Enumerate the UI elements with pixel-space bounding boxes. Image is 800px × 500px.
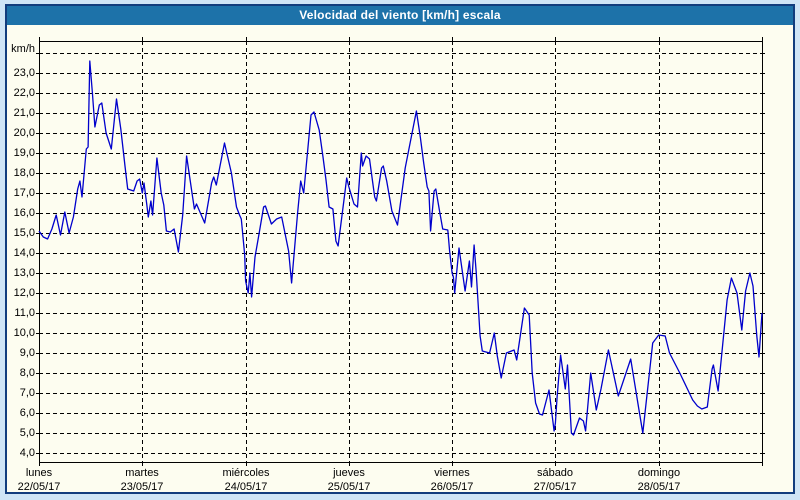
day-name: jueves — [333, 467, 365, 479]
y-axis-unit-label: km/h — [11, 43, 35, 55]
y-tick-label: 7,0 — [19, 387, 35, 399]
x-day-label: viernes 26/05/17 — [404, 466, 500, 494]
x-day-label: martes 23/05/17 — [94, 466, 190, 494]
chart-title: Velocidad del viento [km/h] escala — [299, 8, 501, 22]
day-date: 22/05/17 — [17, 481, 61, 493]
y-tick-label: 12,0 — [13, 287, 35, 299]
x-day-label: lunes 22/05/17 — [0, 466, 87, 494]
y-tick-label: 15,0 — [13, 227, 35, 239]
day-date: 26/05/17 — [430, 481, 474, 493]
y-tick-label: 11,0 — [14, 307, 35, 319]
x-day-label: domingo 28/05/17 — [611, 466, 707, 494]
day-name: lunes — [25, 467, 53, 479]
y-tick-label: 20,0 — [13, 127, 35, 139]
y-tick-label: 5,0 — [19, 427, 35, 439]
x-day-label: miércoles 24/05/17 — [198, 466, 294, 494]
y-tick-label: 19,0 — [13, 147, 35, 159]
day-name: sábado — [536, 467, 574, 479]
y-tick-label: 14,0 — [13, 247, 35, 259]
day-name: martes — [125, 467, 159, 479]
day-date: 23/05/17 — [120, 481, 164, 493]
y-tick-label: 4,0 — [19, 447, 35, 459]
y-tick-label: 6,0 — [19, 407, 35, 419]
y-tick-label: 22,0 — [13, 87, 35, 99]
y-tick-label: 21,0 — [13, 107, 35, 119]
x-day-label: sábado 27/05/17 — [507, 466, 603, 494]
day-date: 25/05/17 — [327, 481, 371, 493]
y-tick-label: 23,0 — [13, 67, 35, 79]
day-name: domingo — [637, 467, 681, 479]
y-tick-label: 13,0 — [13, 267, 35, 279]
wind-speed-series-line — [38, 60, 763, 436]
chart-frame: Velocidad del viento [km/h] escala — [5, 4, 795, 494]
day-date: 27/05/17 — [533, 481, 577, 493]
day-name: miércoles — [222, 467, 270, 479]
day-date: 24/05/17 — [224, 481, 268, 493]
plot-border — [39, 41, 763, 463]
title-bar: Velocidad del viento [km/h] escala — [7, 6, 793, 25]
y-tick-label: 9,0 — [19, 347, 35, 359]
day-name: viernes — [434, 467, 470, 479]
y-tick-label: 17,0 — [13, 187, 35, 199]
y-tick-label: 18,0 — [13, 167, 35, 179]
day-date: 28/05/17 — [637, 481, 681, 493]
y-tick-label: 16,0 — [13, 207, 35, 219]
y-tick-label: 10,0 — [13, 327, 35, 339]
y-tick-label: 8,0 — [19, 367, 35, 379]
x-day-label: jueves 25/05/17 — [301, 466, 397, 494]
